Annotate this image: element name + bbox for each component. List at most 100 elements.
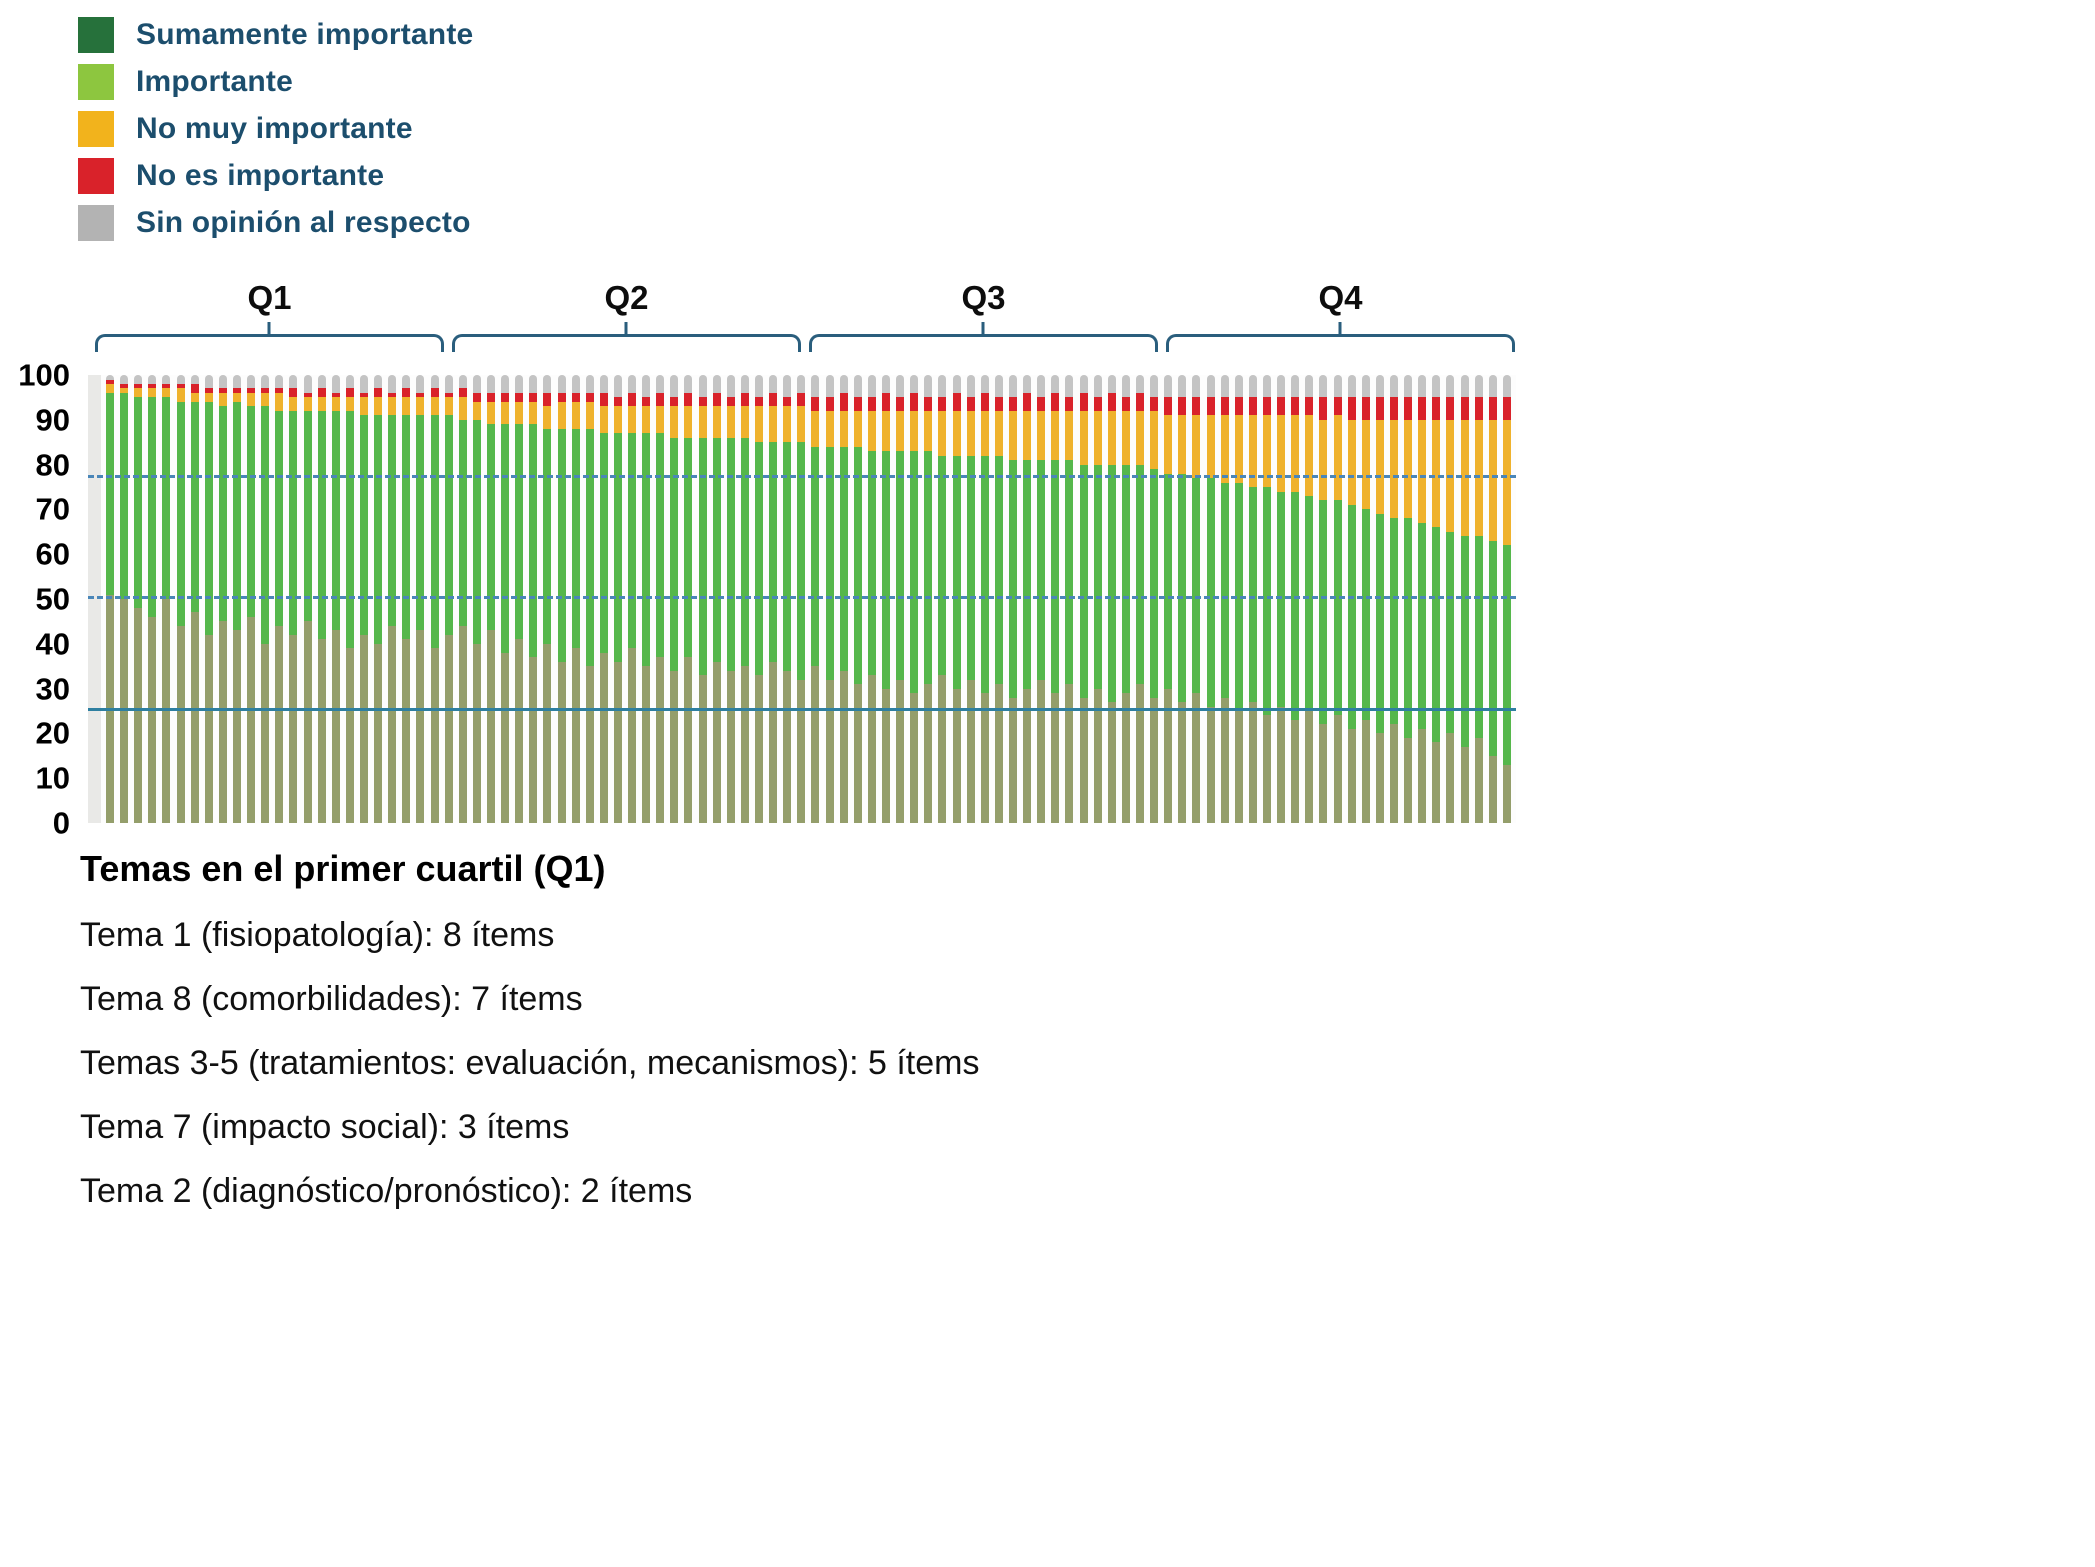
bar-segment [430, 375, 439, 389]
bar-segment [642, 433, 651, 667]
bar-segment [684, 437, 693, 658]
bar-segment [783, 670, 792, 823]
bar-segment [670, 375, 679, 398]
bracket-center-tick [981, 322, 985, 337]
bar-segment [162, 397, 171, 599]
bar-segment [162, 388, 171, 398]
stacked-bar [684, 375, 693, 823]
bar-segment [1150, 397, 1159, 411]
bar-segment [839, 446, 848, 671]
legend-item-label: No es importante [136, 159, 385, 192]
bar-segment [331, 375, 340, 393]
stacked-bar [613, 375, 622, 823]
quartile-bracket: Q2 [452, 279, 801, 352]
reference-line [88, 596, 1516, 599]
bar-segment [1460, 419, 1469, 537]
bar-segment [1107, 392, 1116, 411]
bar-segment [1121, 397, 1130, 411]
bar-segment [994, 375, 1003, 398]
bar-segment [656, 375, 665, 393]
bar-segment [896, 679, 905, 823]
bar-segment [571, 392, 580, 402]
stacked-bar [585, 375, 594, 823]
bar-segment [1206, 375, 1215, 398]
stacked-bar [1262, 375, 1271, 823]
bar-segment [374, 397, 383, 416]
stacked-bar [980, 375, 989, 823]
bar-segment [1460, 397, 1469, 420]
quartile-label: Q3 [961, 279, 1006, 316]
bar-segment [1220, 397, 1229, 416]
bar-segment [853, 446, 862, 685]
bar-segment [1051, 693, 1060, 823]
bar-segment [359, 375, 368, 393]
stacked-bar [966, 375, 975, 823]
stacked-bar [374, 375, 383, 823]
bar-segment [712, 437, 721, 662]
bar-segment [1065, 410, 1074, 461]
bar-segment [1192, 693, 1201, 823]
notes-block: Temas en el primer cuartil (Q1) Tema 1 (… [80, 848, 979, 1236]
bar-segment [1404, 375, 1413, 398]
bar-segment [1107, 464, 1116, 703]
bar-segment [1107, 702, 1116, 823]
stacked-bar [543, 375, 552, 823]
stacked-bar [740, 375, 749, 823]
bar-segment [345, 397, 354, 411]
bar-segment [1404, 419, 1413, 519]
bar-segment [896, 397, 905, 411]
bar-segment [148, 375, 157, 384]
bar-segment [1474, 375, 1483, 398]
stacked-bar [656, 375, 665, 823]
bar-segment [1446, 375, 1455, 398]
bar-segment [867, 410, 876, 452]
bar-segment [966, 455, 975, 680]
stacked-bar [994, 375, 1003, 823]
bar-segment [148, 397, 157, 617]
bar-segment [1319, 397, 1328, 420]
bar-segment [642, 406, 651, 434]
quartile-bracket: Q1 [95, 279, 444, 352]
stacked-bar [1051, 375, 1060, 823]
bar-segment [402, 639, 411, 823]
bar-segment [501, 375, 510, 393]
bar-segment [980, 410, 989, 456]
bar-segment [896, 375, 905, 398]
bar-segment [599, 375, 608, 393]
bar-segment [642, 666, 651, 823]
bar-segment [543, 643, 552, 823]
stacked-bar [1502, 375, 1511, 823]
bar-segment [867, 375, 876, 398]
bar-segment [1305, 711, 1314, 823]
bar-segment [1502, 419, 1511, 546]
bar-segment [1502, 397, 1511, 420]
y-axis-tick: 50 [35, 581, 70, 617]
bar-segment [1389, 419, 1398, 519]
bar-segment [247, 388, 256, 393]
stacked-bar [698, 375, 707, 823]
legend-item-label: Sin opinión al respecto [136, 206, 471, 239]
bar-segment [289, 397, 298, 411]
bar-segment [1248, 415, 1257, 488]
bar-segment [444, 634, 453, 823]
bar-segment [1248, 702, 1257, 823]
bar-segment [303, 392, 312, 398]
bar-segment [134, 397, 143, 608]
stacked-bar [1206, 375, 1215, 823]
bar-segment [1037, 679, 1046, 823]
stacked-bar [402, 375, 411, 823]
y-axis: 100 90 80 70 60 50 40 30 20 10 0 [0, 360, 78, 839]
bar-segment [1121, 693, 1130, 823]
bar-segment [1135, 392, 1144, 411]
bar-segment [670, 397, 679, 407]
bar-segment [289, 388, 298, 398]
bar-segment [1121, 375, 1130, 398]
bar-segment [628, 392, 637, 407]
bar-segment [232, 392, 241, 402]
bar-segment [938, 675, 947, 823]
bar-segment [261, 406, 270, 644]
bar-segment [388, 397, 397, 416]
bar-segment [1037, 375, 1046, 398]
bar-segment [1178, 375, 1187, 398]
bar-segment [740, 666, 749, 823]
